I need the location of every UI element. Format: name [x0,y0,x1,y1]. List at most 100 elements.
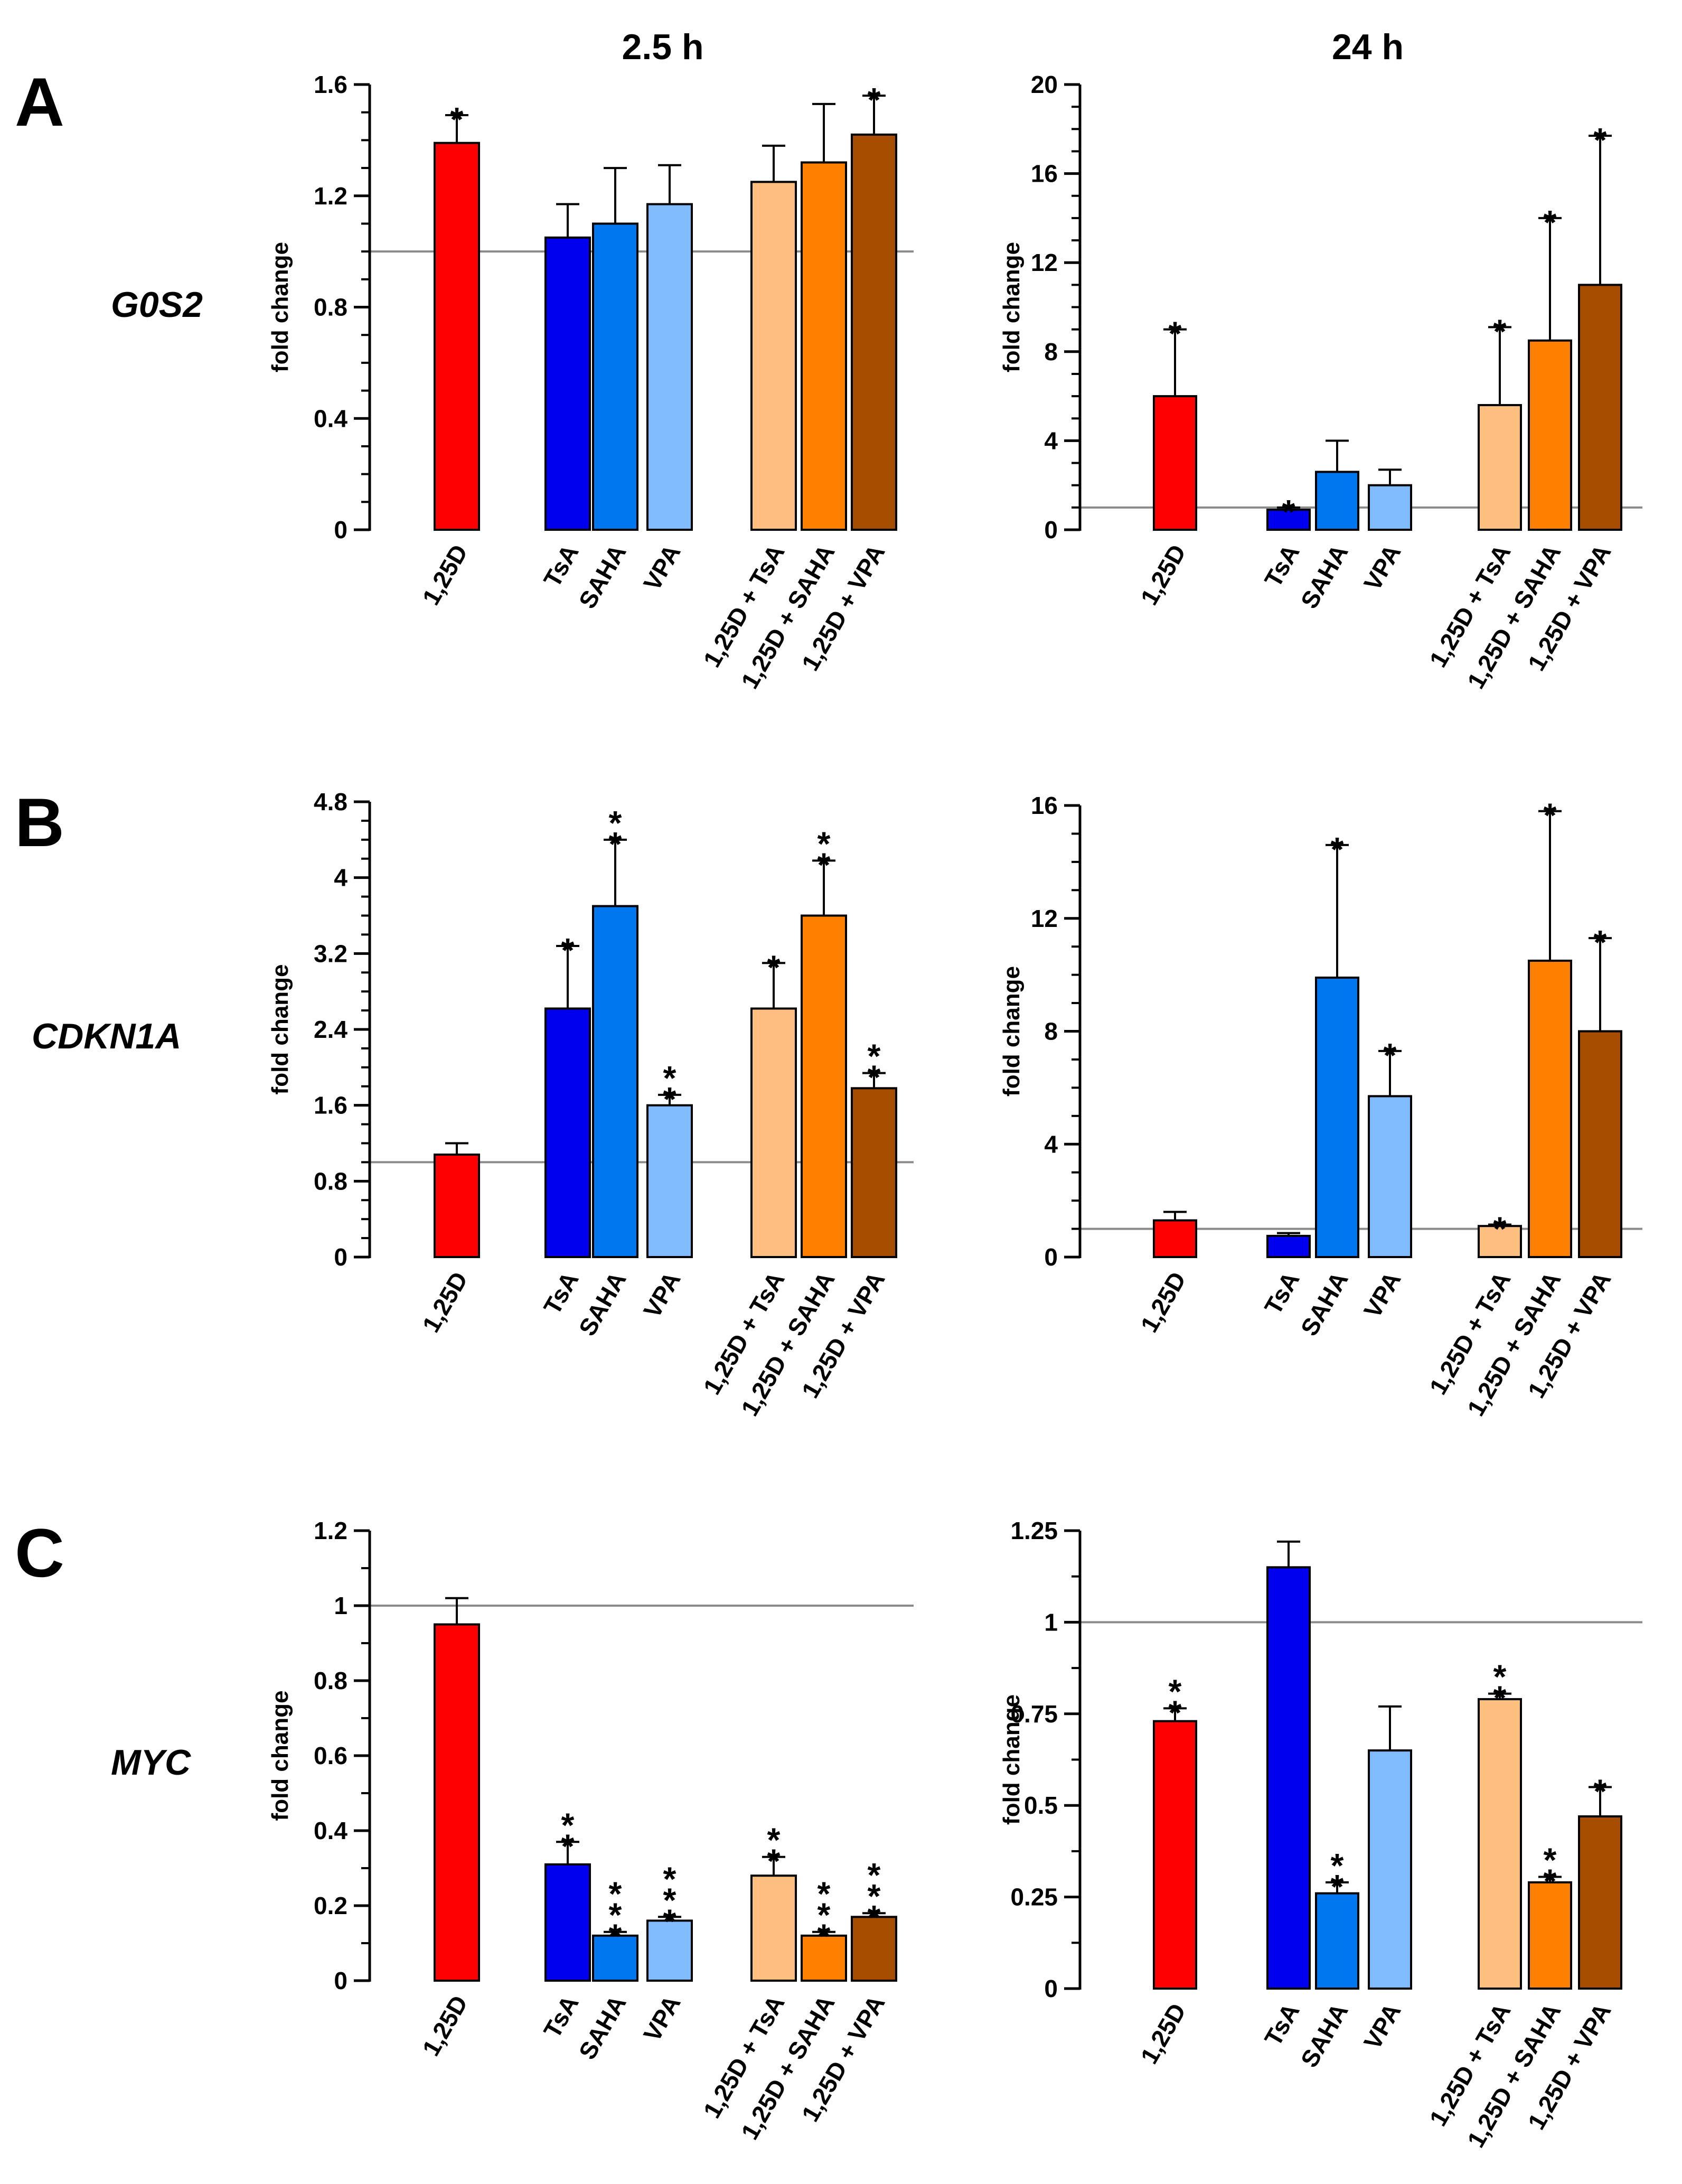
bar [1315,976,1359,1258]
bar [1153,395,1197,531]
y-tick-label: 16 [1031,160,1058,188]
gene-label-cdkn1a: CDKN1A [32,1016,181,1056]
y-tick-label: 0.6 [314,1742,347,1769]
significance-mark: * [1493,312,1507,350]
bar [851,1087,897,1258]
significance-mark: * * * [609,1875,622,1955]
bar [750,181,797,531]
y-tick-label: 20 [1031,71,1058,98]
significance-mark: * [1594,923,1607,961]
bar [646,1104,693,1259]
y-axis-title: fold change [999,1694,1025,1825]
bar [434,1154,480,1259]
significance-mark: * * [1544,1841,1557,1900]
y-tick-label: 0.8 [314,1167,347,1195]
bar [1578,1815,1622,1990]
y-tick-label: 4.8 [314,788,347,816]
bar [750,1874,797,1982]
bar [1578,1030,1622,1258]
bar [1153,1219,1197,1258]
y-tick-label: 0 [334,1243,347,1271]
bar [1368,1749,1412,1990]
significance-mark: * [1384,1036,1397,1074]
y-tick-label: 12 [1031,249,1058,276]
y-tick-label: 0.4 [314,1817,347,1844]
y-tick-label: 0 [1044,1243,1058,1271]
bar [801,914,847,1258]
significance-mark: * [1594,121,1607,159]
y-axis-title: fold change [267,242,293,372]
significance-mark: * * * [663,1860,676,1940]
bar [750,1007,797,1259]
bar [646,1919,693,1982]
y-axis-title: fold change [999,242,1025,372]
bar [544,236,591,531]
y-tick-label: 0.25 [1010,1883,1058,1911]
bar [1368,1095,1412,1258]
y-tick-label: 0 [334,1967,347,1994]
bar [592,222,638,531]
significance-mark: * * [561,1806,575,1865]
significance-mark: * * * [817,1875,831,1955]
y-tick-label: 0 [1044,516,1058,543]
bar [1528,1881,1572,1990]
y-axis-title: fold change [267,1691,293,1821]
y-axis-title: fold change [267,964,293,1095]
y-tick-label: 1.6 [314,1092,347,1119]
significance-mark: * * [767,1821,781,1880]
gene-label-myc: MYC [111,1742,191,1783]
bar [434,1623,480,1982]
bar [434,142,480,531]
y-tick-label: 1 [1044,1608,1058,1636]
significance-mark: * [450,100,464,138]
y-tick-label: 2.4 [314,1016,347,1043]
y-tick-label: 1.6 [314,71,347,98]
y-tick-label: 4 [1044,1130,1058,1158]
significance-mark: * * [663,1059,676,1118]
y-tick-label: 8 [1044,1018,1058,1045]
y-tick-label: 0.8 [314,294,347,321]
y-tick-label: 0.4 [314,405,347,432]
bar [1315,1892,1359,1990]
bar [801,1934,847,1982]
significance-mark: * [1493,1210,1507,1248]
y-tick-label: 8 [1044,338,1058,365]
y-tick-label: 1 [334,1592,347,1619]
y-tick-label: 3.2 [314,940,347,967]
significance-mark: * [767,948,781,986]
significance-mark: * [1331,830,1344,868]
y-tick-label: 0.5 [1024,1792,1058,1819]
column-title-2-5h: 2.5 h [622,27,704,67]
bar [592,1934,638,1982]
y-tick-label: 0 [1044,1975,1058,2002]
significance-mark: * [1544,203,1557,241]
bar [1368,484,1412,531]
bar [1528,959,1572,1258]
panel-letter-a: A [15,63,64,140]
significance-mark: * * * [868,1856,881,1936]
significance-mark: * * [817,824,831,884]
significance-mark: * [868,81,881,119]
y-tick-label: 4 [1044,427,1058,454]
significance-mark: * * [1331,1846,1344,1906]
y-tick-label: 0.75 [1010,1700,1058,1728]
bar [1266,509,1311,531]
y-tick-label: 0.2 [314,1892,347,1919]
significance-mark: * * [1169,1672,1182,1731]
column-title-24h: 24 h [1332,27,1404,67]
bar [1578,284,1622,531]
bar [1266,1566,1311,1990]
y-tick-label: 0 [334,516,347,543]
y-tick-label: 12 [1031,905,1058,932]
y-tick-label: 16 [1031,792,1058,819]
panel-letter-c: C [15,1514,64,1591]
bar [592,905,638,1258]
bar [1266,1234,1311,1258]
bar [544,1863,591,1982]
significance-mark: * * [868,1037,881,1096]
panel-letter-b: B [15,784,64,861]
significance-mark: * [1594,1773,1607,1811]
